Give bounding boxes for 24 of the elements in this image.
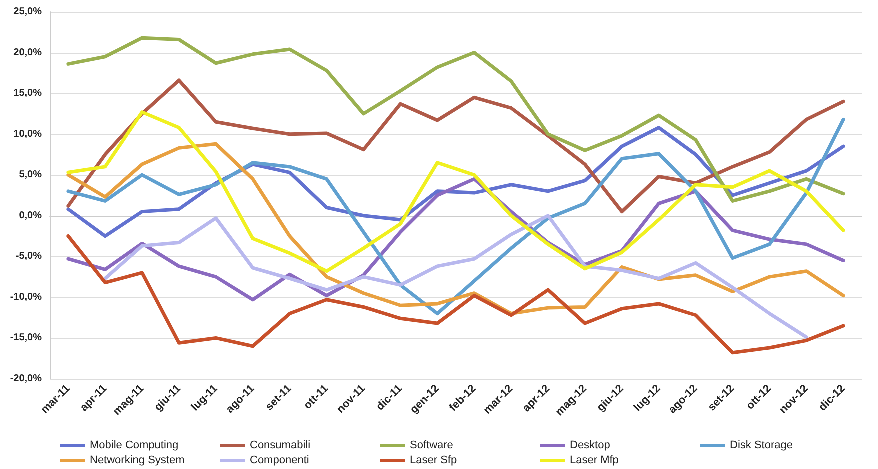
line-series <box>66 78 846 214</box>
legend-label: Software <box>410 440 454 452</box>
line-series <box>104 214 808 340</box>
legend-label: Disk Storage <box>730 440 793 452</box>
y-tick-label: 5,0% <box>19 170 42 181</box>
y-tick-label: -10,0% <box>10 292 42 303</box>
y-tick-label: -15,0% <box>10 332 42 344</box>
y-tick-label: 20,0% <box>14 47 42 58</box>
y-tick-label: 25,0% <box>14 6 42 18</box>
legend-label: Laser Sfp <box>410 454 458 466</box>
legend-label: Desktop <box>570 440 610 452</box>
line-series <box>66 36 846 203</box>
line-series <box>66 110 846 274</box>
y-tick-label: 0,0% <box>19 210 42 222</box>
line-series <box>66 234 846 355</box>
legend-label: Mobile Computing <box>90 440 179 452</box>
legend-label: Consumabili <box>250 440 311 452</box>
legend-label: Componenti <box>250 454 310 466</box>
y-tick-label: -5,0% <box>16 251 42 262</box>
y-tick-label: -20,0% <box>10 374 42 384</box>
legend-label: Laser Mfp <box>570 454 619 466</box>
y-tick-label: 15,0% <box>14 88 42 100</box>
legend-label: Networking System <box>90 454 185 466</box>
y-tick-label: 10,0% <box>14 128 42 140</box>
